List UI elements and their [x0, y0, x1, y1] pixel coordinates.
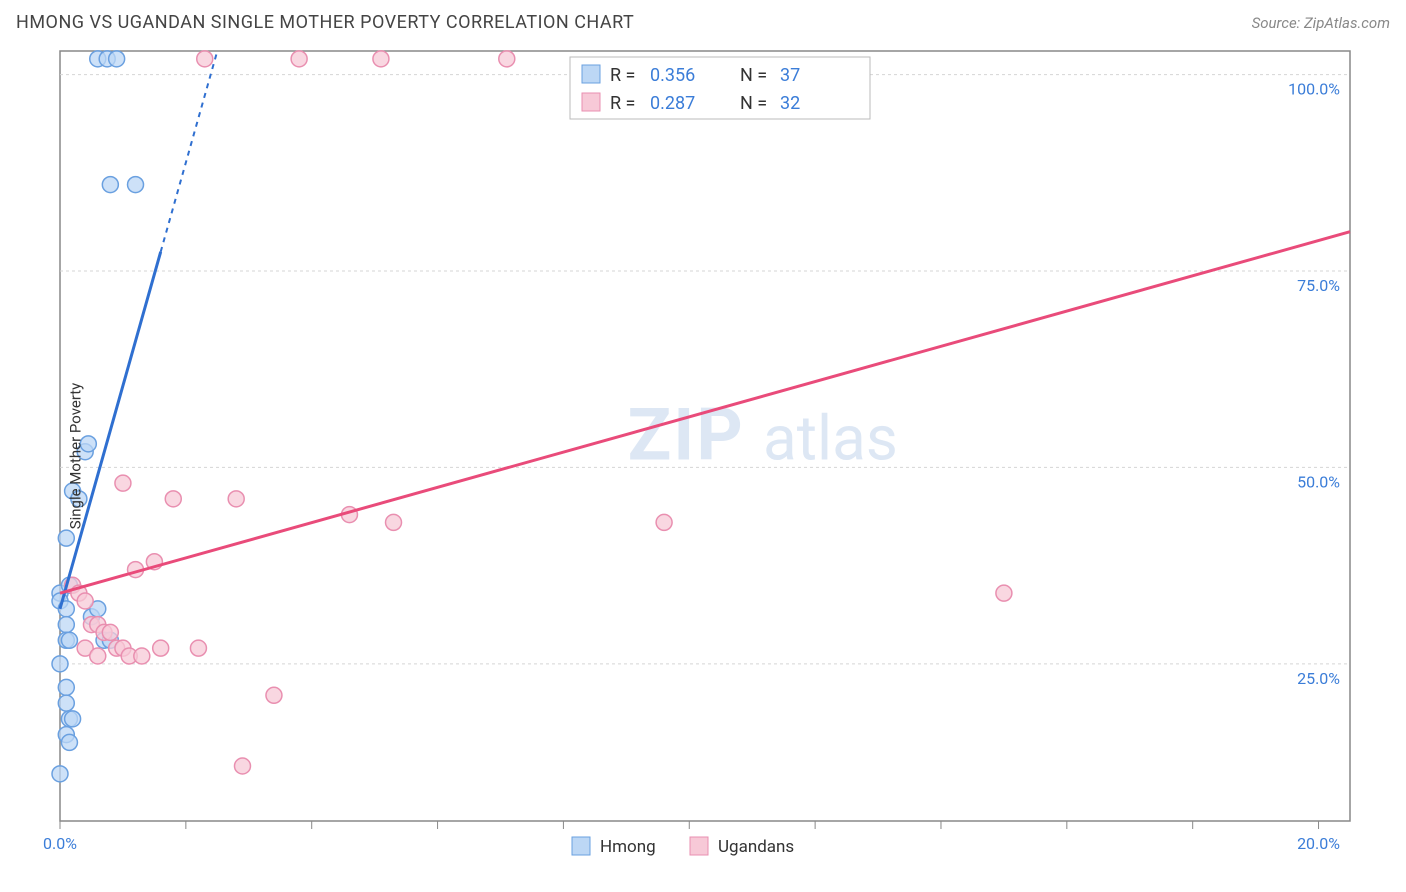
data-point — [90, 648, 106, 664]
data-point — [65, 711, 81, 727]
legend-label: Ugandans — [718, 837, 794, 857]
legend-swatch — [572, 837, 590, 855]
data-point — [165, 491, 181, 507]
stat-label: N = — [740, 93, 767, 114]
stat-value: 0.287 — [650, 93, 695, 114]
data-point — [52, 656, 68, 672]
stat-label: R = — [610, 65, 635, 86]
data-point — [58, 679, 74, 695]
legend-swatch — [690, 837, 708, 855]
stat-label: N = — [740, 65, 767, 86]
y-tick-label: 75.0% — [1297, 276, 1340, 295]
data-point — [386, 514, 402, 530]
data-point — [61, 632, 77, 648]
data-point — [58, 530, 74, 546]
data-point — [134, 648, 150, 664]
x-tick-label: 20.0% — [1297, 834, 1340, 853]
data-point — [291, 51, 307, 67]
data-point — [102, 624, 118, 640]
data-point — [234, 758, 250, 774]
source-label: Source: ZipAtlas.com — [1252, 14, 1390, 32]
legend-label: Hmong — [600, 837, 656, 857]
data-point — [190, 640, 206, 656]
stat-value: 37 — [780, 65, 800, 86]
legend-swatch — [582, 65, 600, 83]
scatter-chart: 25.0%50.0%75.0%100.0%0.0%20.0%ZIPatlasR … — [12, 41, 1392, 871]
data-point — [58, 695, 74, 711]
data-point — [153, 640, 169, 656]
data-point — [197, 51, 213, 67]
y-axis-label: Single Mother Poverty — [66, 383, 84, 530]
data-point — [128, 177, 144, 193]
data-point — [228, 491, 244, 507]
y-tick-label: 50.0% — [1297, 472, 1340, 491]
stat-value: 32 — [780, 93, 800, 114]
chart-title: HMONG VS UGANDAN SINGLE MOTHER POVERTY C… — [16, 12, 634, 33]
stat-value: 0.356 — [650, 65, 695, 86]
data-point — [77, 593, 93, 609]
y-tick-label: 25.0% — [1297, 669, 1340, 688]
data-point — [373, 51, 389, 67]
data-point — [58, 617, 74, 633]
data-point — [109, 51, 125, 67]
x-tick-label: 0.0% — [43, 834, 77, 853]
data-point — [61, 734, 77, 750]
data-point — [499, 51, 515, 67]
stat-label: R = — [610, 93, 635, 114]
y-tick-label: 100.0% — [1288, 80, 1340, 99]
data-point — [996, 585, 1012, 601]
watermark: atlas — [763, 403, 898, 476]
legend-swatch — [582, 93, 600, 111]
data-point — [266, 687, 282, 703]
data-point — [656, 514, 672, 530]
data-point — [115, 475, 131, 491]
data-point — [52, 766, 68, 782]
data-point — [102, 177, 118, 193]
